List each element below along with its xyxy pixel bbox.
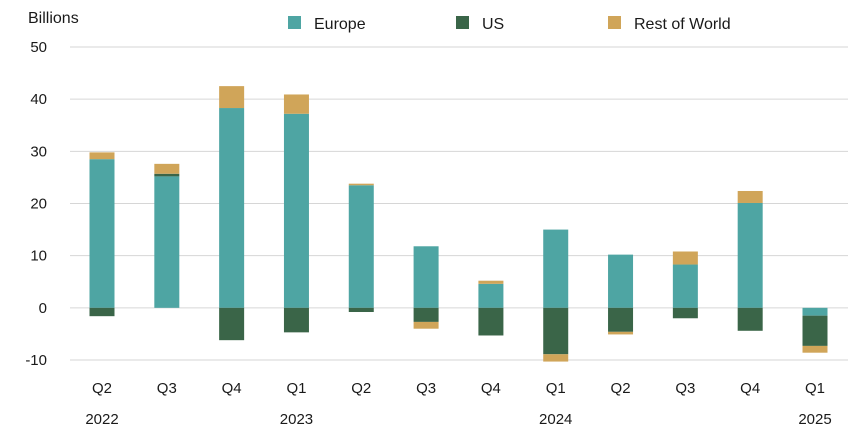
legend-swatch [608,16,621,29]
x-tick-label: Q4 [222,380,242,397]
y-axis: -10 0 10 20 30 40 50 [25,39,47,369]
bar-us [283,307,309,333]
legend-swatch [288,16,301,29]
y-tick-label: 40 [30,91,47,108]
x-year-label: 2024 [539,411,572,428]
x-axis: Q2 Q3 Q4 Q1 Q2 Q3 Q4 Q1 Q2 Q3 Q4 Q1 2022 2023 2024 2025 [85,380,831,428]
bar-us [219,307,245,341]
legend-label: Europe [314,16,366,33]
gridlines [70,46,848,361]
y-tick-label: 10 [30,248,47,265]
y-tick-label: 20 [30,196,47,213]
bar-rest-of-world [543,354,569,362]
bar-rest-of-world [608,331,634,335]
x-year-label: 2022 [85,411,118,428]
x-year-label: 2025 [798,411,831,428]
bar-europe [543,229,569,308]
bar-rest-of-world [154,163,180,174]
bar-rest-of-world [413,321,439,329]
y-axis-title: Billions [28,10,79,27]
x-tick-label: Q1 [805,380,825,397]
legend: Europe US Rest of World [288,16,731,33]
y-tick-label: 30 [30,143,47,160]
bar-rest-of-world [283,94,309,114]
bar-us [802,315,828,346]
bar-europe [737,202,763,308]
x-tick-label: Q4 [481,380,501,397]
bar-rest-of-world [219,86,245,109]
bar-europe [219,108,245,308]
x-tick-label: Q2 [351,380,371,397]
bar-us [413,307,439,322]
bar-europe [89,159,115,308]
bar-us [608,307,634,332]
x-tick-label: Q2 [92,380,112,397]
bar-us [348,307,374,313]
bar-europe [154,176,180,308]
x-tick-label: Q2 [611,380,631,397]
bar-europe [283,113,309,308]
y-tick-label: 0 [39,300,47,317]
x-tick-label: Q3 [157,380,177,397]
x-tick-label: Q1 [546,380,566,397]
bar-europe [478,283,504,308]
bar-rest-of-world [478,280,504,284]
bar-rest-of-world [89,152,115,160]
legend-label: US [482,16,504,33]
bar-europe [672,264,698,308]
bar-europe [348,185,374,308]
x-tick-label: Q3 [675,380,695,397]
y-tick-label: -10 [25,352,47,369]
bar-europe [608,254,634,308]
legend-swatch [456,16,469,29]
bar-us [478,307,504,336]
bar-rest-of-world [737,190,763,203]
legend-label: Rest of World [634,16,731,33]
bar-rest-of-world [672,251,698,265]
bar-us [543,307,569,355]
bar-us [154,173,180,177]
y-tick-label: 50 [30,39,47,56]
bar-us [737,307,763,331]
bar-us [672,307,698,319]
bar-us [89,307,115,317]
bars [89,86,828,362]
x-tick-label: Q4 [740,380,760,397]
x-tick-label: Q1 [286,380,306,397]
bar-rest-of-world [348,183,374,186]
x-year-label: 2023 [280,411,313,428]
bar-rest-of-world [802,345,828,353]
bar-europe [413,246,439,308]
x-tick-label: Q3 [416,380,436,397]
bar-europe [802,307,828,316]
